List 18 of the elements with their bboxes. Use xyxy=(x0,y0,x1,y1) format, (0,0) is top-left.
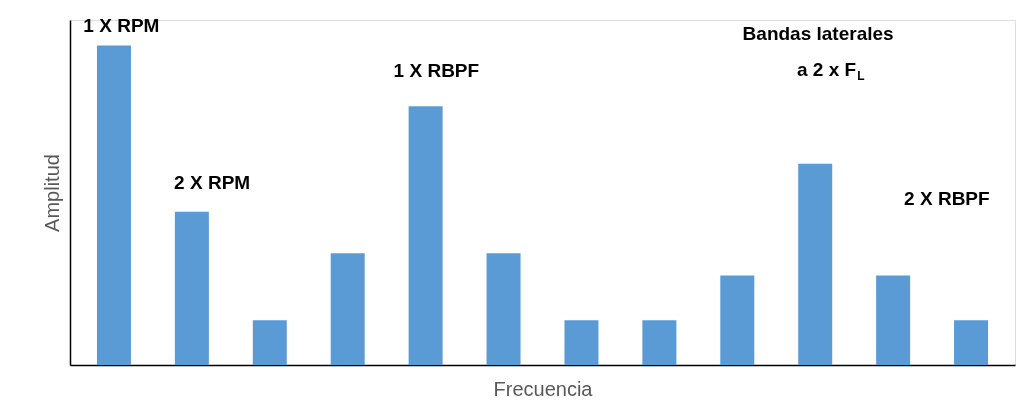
bar xyxy=(876,275,911,365)
bar xyxy=(720,275,755,365)
bar xyxy=(96,45,131,365)
bar xyxy=(798,163,833,365)
x-axis-title: Frecuencia xyxy=(493,377,594,400)
bar xyxy=(408,106,443,365)
bar xyxy=(330,253,365,365)
bar xyxy=(564,320,599,365)
bar xyxy=(486,253,521,365)
bar xyxy=(174,211,209,365)
bar xyxy=(252,320,287,365)
annotation: 2 X RPM xyxy=(174,171,251,193)
y-axis-title: Amplitud xyxy=(40,154,63,232)
annotation: 1 X RBPF xyxy=(393,60,480,82)
text: 1 X RPM xyxy=(83,15,160,37)
bar xyxy=(954,320,989,365)
bar xyxy=(642,320,677,365)
annotation: 2 X RBPF xyxy=(904,187,990,209)
